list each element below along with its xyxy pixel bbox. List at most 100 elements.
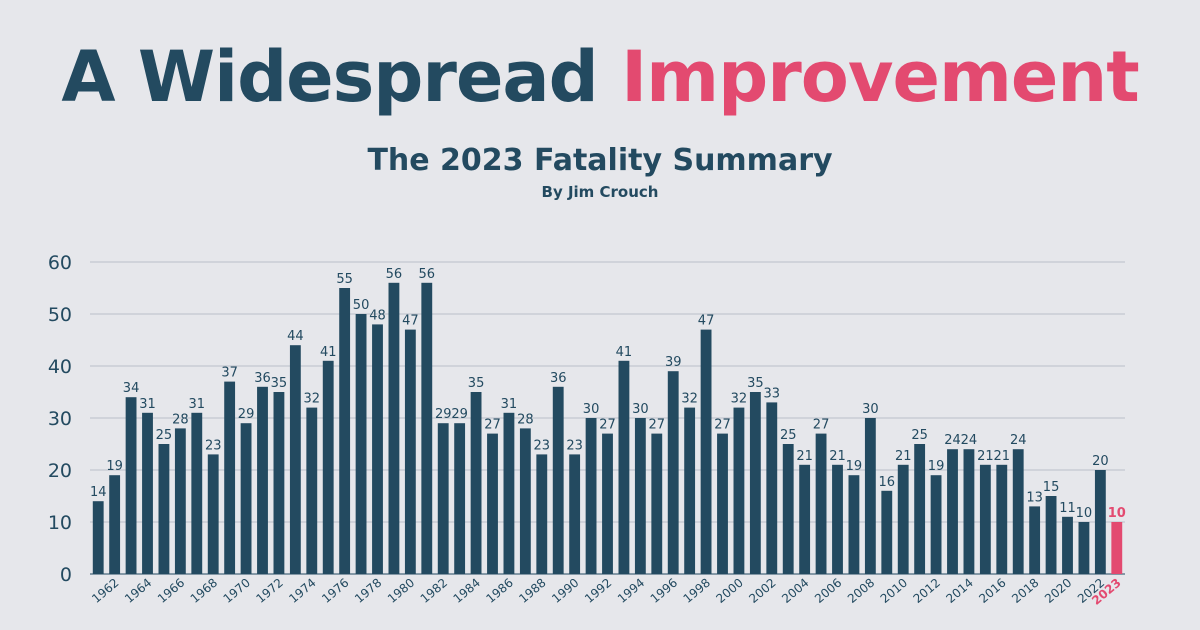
bar (1078, 522, 1090, 574)
x-tick-label: 2010 (878, 576, 910, 606)
bar-value-label: 31 (501, 397, 518, 412)
bar (355, 314, 367, 574)
bar (240, 423, 252, 574)
bar (158, 444, 170, 574)
bar-value-label: 14 (90, 485, 107, 500)
bar-value-label: 19 (846, 459, 863, 474)
bar (306, 407, 318, 574)
bar (618, 360, 630, 574)
bar-value-label: 27 (714, 418, 731, 433)
bar (634, 418, 646, 574)
bar (92, 501, 104, 574)
bar-value-label: 32 (731, 392, 748, 407)
x-tick-label: 2020 (1042, 576, 1074, 606)
bar-value-label: 23 (205, 438, 222, 453)
bar (174, 428, 186, 574)
bar-value-label: 20 (1092, 454, 1109, 469)
bar-value-label: 35 (271, 376, 288, 391)
x-tick-label: 1976 (319, 576, 351, 606)
bar-value-label: 28 (517, 412, 534, 427)
bar (815, 433, 827, 574)
bar-value-label: 21 (829, 449, 846, 464)
bar-value-label: 33 (764, 386, 781, 401)
bar (503, 412, 515, 574)
bar-value-label: 27 (484, 418, 501, 433)
bar (569, 454, 581, 574)
bar (257, 386, 268, 574)
bar-value-label: 47 (698, 314, 715, 329)
bar-value-label: 11 (1059, 501, 1076, 516)
byline: By Jim Crouch (541, 183, 659, 201)
bar-value-label: 30 (632, 402, 649, 417)
bar-value-label: 29 (435, 407, 452, 422)
x-tick-label: 1968 (188, 576, 220, 606)
bar-value-label: 21 (994, 449, 1011, 464)
bar (881, 490, 893, 574)
x-tick-label: 1964 (122, 576, 154, 606)
bar (191, 412, 203, 574)
bar-value-label: 13 (1026, 490, 1043, 505)
bar (602, 433, 613, 574)
bar (848, 475, 860, 574)
y-tick-label: 50 (48, 304, 72, 326)
x-tick-label: 2016 (976, 576, 1008, 606)
bar (897, 464, 909, 574)
bar-value-label: 34 (123, 381, 140, 396)
bar (224, 381, 236, 574)
bar-value-label: 27 (813, 418, 830, 433)
y-tick-label: 60 (48, 252, 72, 274)
x-tick-label: 1970 (221, 576, 253, 606)
bar (322, 360, 334, 574)
bar (454, 423, 466, 574)
bar-value-label: 16 (879, 475, 896, 490)
bar (782, 444, 794, 574)
x-tick-label: 1978 (352, 576, 384, 606)
bar (404, 329, 416, 574)
bar (109, 475, 121, 574)
bar (1012, 449, 1024, 574)
bar-value-label: 31 (189, 397, 206, 412)
x-tick-label: 2012 (911, 576, 943, 606)
bar (651, 433, 663, 574)
bar-value-label: 55 (336, 272, 353, 287)
bar-value-label: 25 (780, 428, 797, 443)
bar-value-label: 10 (1076, 506, 1093, 521)
title-part-improvement: Improvement (621, 36, 1140, 118)
bar-value-label: 35 (747, 376, 764, 391)
x-tick-label: 1966 (155, 576, 187, 606)
y-tick-label: 30 (48, 408, 72, 430)
bar-value-label: 50 (353, 298, 370, 313)
bar-value-label: 32 (681, 392, 698, 407)
y-tick-label: 0 (60, 564, 72, 586)
x-tick-label: 2014 (943, 576, 975, 606)
x-tick-label: 1962 (89, 576, 121, 606)
x-tick-label: 1996 (648, 576, 680, 606)
bar-value-label: 24 (1010, 433, 1027, 448)
bar (684, 407, 696, 574)
bar-value-label: 10 (1108, 506, 1126, 521)
bar-value-label: 39 (665, 355, 682, 370)
bar-value-label: 15 (1043, 480, 1060, 495)
bar (125, 397, 137, 574)
bar-value-label: 19 (928, 459, 945, 474)
bar-value-label: 44 (287, 329, 304, 344)
bar (947, 449, 958, 574)
bar (717, 433, 728, 574)
bar (273, 392, 285, 574)
bar-value-label: 23 (566, 438, 583, 453)
bar-value-label: 31 (139, 397, 156, 412)
bar-value-label: 41 (320, 345, 337, 360)
x-tick-label: 1982 (418, 576, 450, 606)
bar-value-label: 25 (156, 428, 173, 443)
y-tick-label: 20 (48, 460, 72, 482)
bar (963, 449, 975, 574)
bar (700, 329, 712, 574)
bar-value-label: 24 (944, 433, 961, 448)
bar (667, 371, 679, 574)
bar-value-label: 28 (172, 412, 189, 427)
bar (388, 282, 400, 574)
bar (1094, 470, 1106, 574)
bar (979, 464, 991, 574)
bar (207, 454, 219, 574)
